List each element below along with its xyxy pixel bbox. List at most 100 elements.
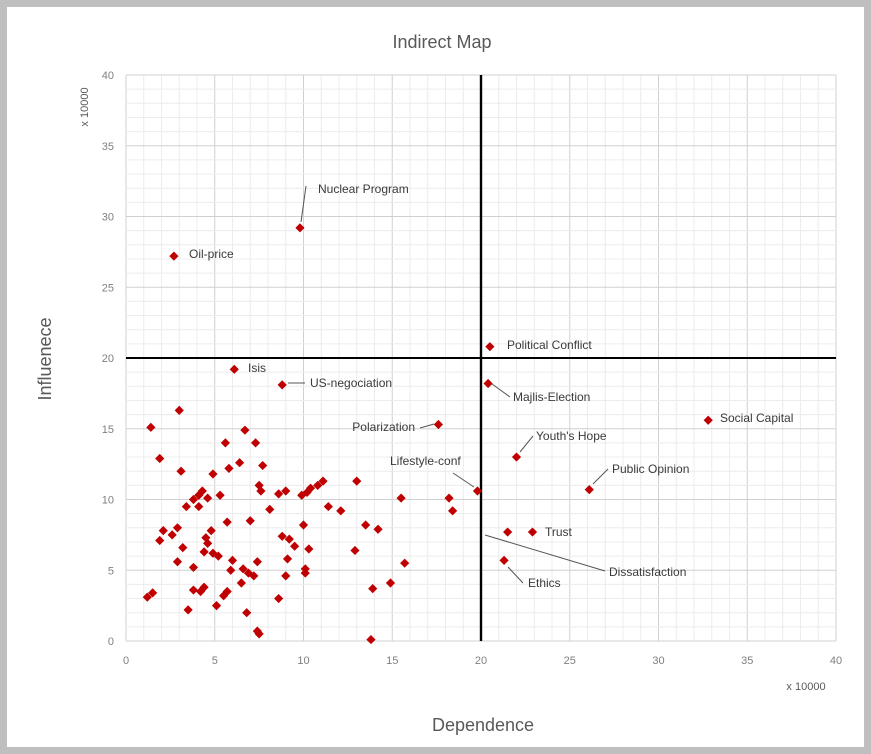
point-label: Lifestyle-conf bbox=[390, 454, 461, 468]
data-point bbox=[274, 593, 284, 604]
chart-area bbox=[7, 7, 864, 747]
y-tick-label: 5 bbox=[108, 565, 114, 577]
data-point bbox=[250, 438, 261, 448]
data-point bbox=[249, 571, 259, 581]
label-leader-line bbox=[300, 185, 307, 223]
point-label: Ethics bbox=[528, 576, 561, 590]
chart-title: Indirect Map bbox=[392, 32, 491, 52]
data-point bbox=[300, 568, 310, 578]
data-point bbox=[174, 405, 184, 415]
data-point bbox=[282, 554, 293, 564]
y-axis-title: Influenece bbox=[35, 317, 55, 400]
data-point-labeled bbox=[277, 380, 287, 390]
data-point bbox=[290, 541, 300, 551]
data-point bbox=[194, 501, 204, 512]
label-leader-line bbox=[491, 383, 511, 398]
data-point bbox=[206, 526, 216, 536]
data-point-labeled bbox=[527, 527, 538, 537]
data-point bbox=[245, 516, 255, 526]
data-point bbox=[146, 422, 156, 432]
x-tick-label: 25 bbox=[564, 655, 576, 667]
data-point-labeled bbox=[503, 527, 513, 537]
data-point bbox=[318, 476, 328, 486]
data-point bbox=[302, 487, 312, 498]
label-leader-line bbox=[519, 435, 534, 453]
data-point bbox=[444, 493, 454, 503]
point-label: Isis bbox=[248, 361, 266, 375]
data-point bbox=[172, 557, 183, 567]
data-point bbox=[306, 483, 316, 493]
data-point bbox=[396, 493, 406, 503]
y-tick-label: 25 bbox=[102, 282, 114, 294]
x-tick-label: 35 bbox=[741, 655, 753, 667]
data-point bbox=[155, 535, 165, 546]
data-point bbox=[172, 523, 183, 533]
data-point bbox=[199, 547, 209, 557]
data-point bbox=[304, 544, 314, 554]
data-point-labeled bbox=[433, 419, 443, 430]
data-point bbox=[197, 486, 207, 496]
data-point bbox=[213, 551, 223, 561]
label-leader-line bbox=[592, 468, 609, 485]
data-point-labeled bbox=[169, 251, 179, 261]
data-point bbox=[226, 565, 236, 575]
x-tick-label: 15 bbox=[386, 655, 398, 667]
quadrant-lines bbox=[126, 75, 836, 641]
point-label: Social Capital bbox=[720, 411, 793, 425]
y-axis-multiplier: x 10000 bbox=[79, 87, 91, 126]
x-tick-label: 30 bbox=[652, 655, 664, 667]
y-tick-label: 15 bbox=[102, 424, 114, 436]
data-point bbox=[240, 425, 250, 435]
data-point bbox=[400, 558, 410, 568]
data-point bbox=[252, 626, 262, 636]
data-point bbox=[142, 592, 152, 602]
point-label: Dissatisfaction bbox=[609, 565, 686, 579]
point-label: Oil-price bbox=[189, 247, 234, 261]
data-point bbox=[211, 601, 222, 611]
data-point bbox=[222, 586, 232, 597]
point-label: Public Opinion bbox=[612, 462, 689, 476]
data-point bbox=[176, 466, 186, 476]
data-point bbox=[323, 501, 333, 512]
point-label: Polarization bbox=[352, 420, 415, 434]
data-point bbox=[281, 486, 291, 496]
label-leader-line bbox=[452, 472, 475, 488]
point-label: Majlis-Election bbox=[513, 390, 590, 404]
data-point bbox=[274, 489, 284, 499]
x-tick-label: 5 bbox=[212, 655, 218, 667]
data-point bbox=[284, 534, 294, 544]
data-point bbox=[313, 480, 323, 490]
data-point bbox=[298, 520, 309, 530]
data-point bbox=[183, 605, 193, 615]
data-point bbox=[236, 578, 246, 588]
x-tick-label: 10 bbox=[297, 655, 309, 667]
label-leader-line bbox=[419, 423, 435, 429]
data-point bbox=[252, 557, 262, 567]
data-point bbox=[277, 531, 287, 541]
data-point bbox=[203, 493, 213, 503]
data-point bbox=[227, 555, 238, 565]
x-tick-label: 20 bbox=[475, 655, 487, 667]
y-tick-label: 35 bbox=[102, 141, 114, 153]
data-points bbox=[142, 223, 713, 645]
axis-tick-labels: 0 5 10 15 20 25 30 35 40 0 5 10 15 20 25 30 35 40 bbox=[102, 70, 842, 667]
data-point bbox=[203, 538, 213, 548]
data-point bbox=[366, 634, 376, 645]
data-point bbox=[235, 458, 245, 468]
data-point bbox=[448, 506, 458, 516]
data-point bbox=[238, 564, 248, 574]
data-point bbox=[181, 501, 191, 512]
y-tick-label: 40 bbox=[102, 70, 114, 82]
x-tick-label: 40 bbox=[830, 655, 842, 667]
data-point bbox=[265, 504, 275, 515]
data-point-labeled bbox=[703, 415, 713, 425]
data-point-labeled bbox=[229, 364, 239, 374]
data-point bbox=[188, 494, 199, 505]
data-point bbox=[352, 476, 362, 486]
y-tick-label: 30 bbox=[102, 212, 114, 224]
data-point bbox=[220, 438, 230, 448]
data-point-labeled bbox=[511, 452, 522, 462]
data-point bbox=[178, 543, 188, 553]
data-point-labeled bbox=[483, 378, 493, 389]
